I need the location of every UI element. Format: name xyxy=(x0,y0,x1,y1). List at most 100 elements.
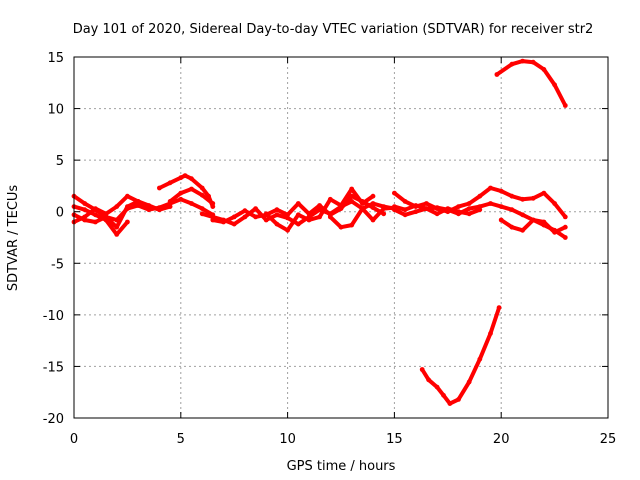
data-point xyxy=(419,367,425,372)
data-point xyxy=(445,206,451,212)
data-point xyxy=(274,212,280,218)
data-point xyxy=(114,224,120,230)
series-line xyxy=(420,305,502,406)
data-point xyxy=(370,205,376,211)
grid-lines xyxy=(74,57,608,418)
data-point xyxy=(306,217,312,223)
data-point xyxy=(125,193,130,199)
chart-title: Day 101 of 2020, Sidereal Day-to-day VTE… xyxy=(73,22,594,37)
data-point xyxy=(434,206,440,212)
data-point xyxy=(285,212,290,218)
data-point xyxy=(562,103,568,108)
data-point xyxy=(167,199,173,204)
data-point xyxy=(103,217,109,223)
data-point xyxy=(242,214,248,220)
y-tick-label: 10 xyxy=(47,103,64,118)
data-point xyxy=(231,214,237,220)
data-point xyxy=(82,214,88,220)
data-point xyxy=(530,59,536,65)
data-point xyxy=(182,173,188,179)
data-point xyxy=(93,212,98,218)
data-point xyxy=(189,186,194,192)
data-point xyxy=(456,204,461,210)
data-point xyxy=(509,224,515,230)
data-point xyxy=(434,384,440,390)
series-track-5 xyxy=(157,173,216,210)
y-tick-label: 15 xyxy=(47,51,64,66)
data-point xyxy=(477,356,483,362)
data-point xyxy=(552,201,557,206)
data-point xyxy=(178,196,184,202)
data-point xyxy=(125,219,130,225)
y-tick-label: -20 xyxy=(43,412,64,427)
data-point xyxy=(496,305,502,310)
data-point xyxy=(93,206,98,212)
data-point xyxy=(327,196,333,202)
data-point xyxy=(402,212,408,218)
data-point xyxy=(498,204,504,210)
data-point xyxy=(135,203,141,208)
data-point xyxy=(488,185,493,191)
data-point xyxy=(189,176,194,182)
data-point xyxy=(509,207,515,213)
data-point xyxy=(231,221,237,227)
data-point xyxy=(253,214,258,220)
data-point xyxy=(135,199,141,204)
data-point xyxy=(103,211,109,217)
data-point xyxy=(434,211,440,217)
x-tick-label: 0 xyxy=(70,432,78,447)
x-tick-label: 10 xyxy=(279,432,296,447)
data-point xyxy=(466,206,472,212)
series-track-4 xyxy=(71,193,162,225)
data-point xyxy=(562,214,568,220)
data-series xyxy=(71,58,568,406)
data-point xyxy=(253,206,258,212)
data-point xyxy=(392,190,397,196)
data-point xyxy=(285,227,290,233)
data-point xyxy=(426,377,431,383)
y-axis-label: SDTVAR / TECUs xyxy=(6,185,21,292)
data-point xyxy=(317,214,322,220)
series-line xyxy=(392,186,568,219)
x-axis-label: GPS time / hours xyxy=(287,459,396,474)
data-point xyxy=(338,224,344,230)
data-point xyxy=(498,217,504,223)
data-point xyxy=(402,199,408,204)
data-point xyxy=(562,235,568,240)
data-point xyxy=(370,217,376,223)
data-point xyxy=(494,72,500,77)
y-tick-label: -5 xyxy=(51,257,64,272)
plot-frame xyxy=(73,56,609,419)
data-point xyxy=(488,331,493,336)
data-point xyxy=(466,379,472,385)
series-track-13 xyxy=(392,206,483,218)
data-point xyxy=(178,175,184,181)
data-point xyxy=(199,192,205,198)
data-point xyxy=(488,201,493,206)
data-point xyxy=(402,207,408,213)
y-tick-label: -15 xyxy=(43,360,64,375)
data-point xyxy=(167,180,173,186)
x-tick-label: 15 xyxy=(386,432,403,447)
series-track-10 xyxy=(327,205,397,230)
data-point xyxy=(295,201,301,206)
series-track-15 xyxy=(494,58,568,108)
data-point xyxy=(199,211,205,217)
data-point xyxy=(466,211,472,217)
data-point xyxy=(263,217,269,223)
y-tick-label: -10 xyxy=(43,309,64,324)
series-track-6 xyxy=(167,186,216,206)
data-point xyxy=(167,204,173,210)
data-point xyxy=(349,186,355,192)
data-point xyxy=(125,204,130,210)
data-point xyxy=(466,201,472,206)
data-point xyxy=(562,224,568,230)
data-point xyxy=(520,227,525,233)
data-point xyxy=(360,201,365,206)
data-point xyxy=(370,193,376,199)
data-point xyxy=(349,193,355,199)
x-tick-label: 20 xyxy=(493,432,510,447)
series-track-14 xyxy=(498,217,568,235)
data-point xyxy=(306,211,312,217)
